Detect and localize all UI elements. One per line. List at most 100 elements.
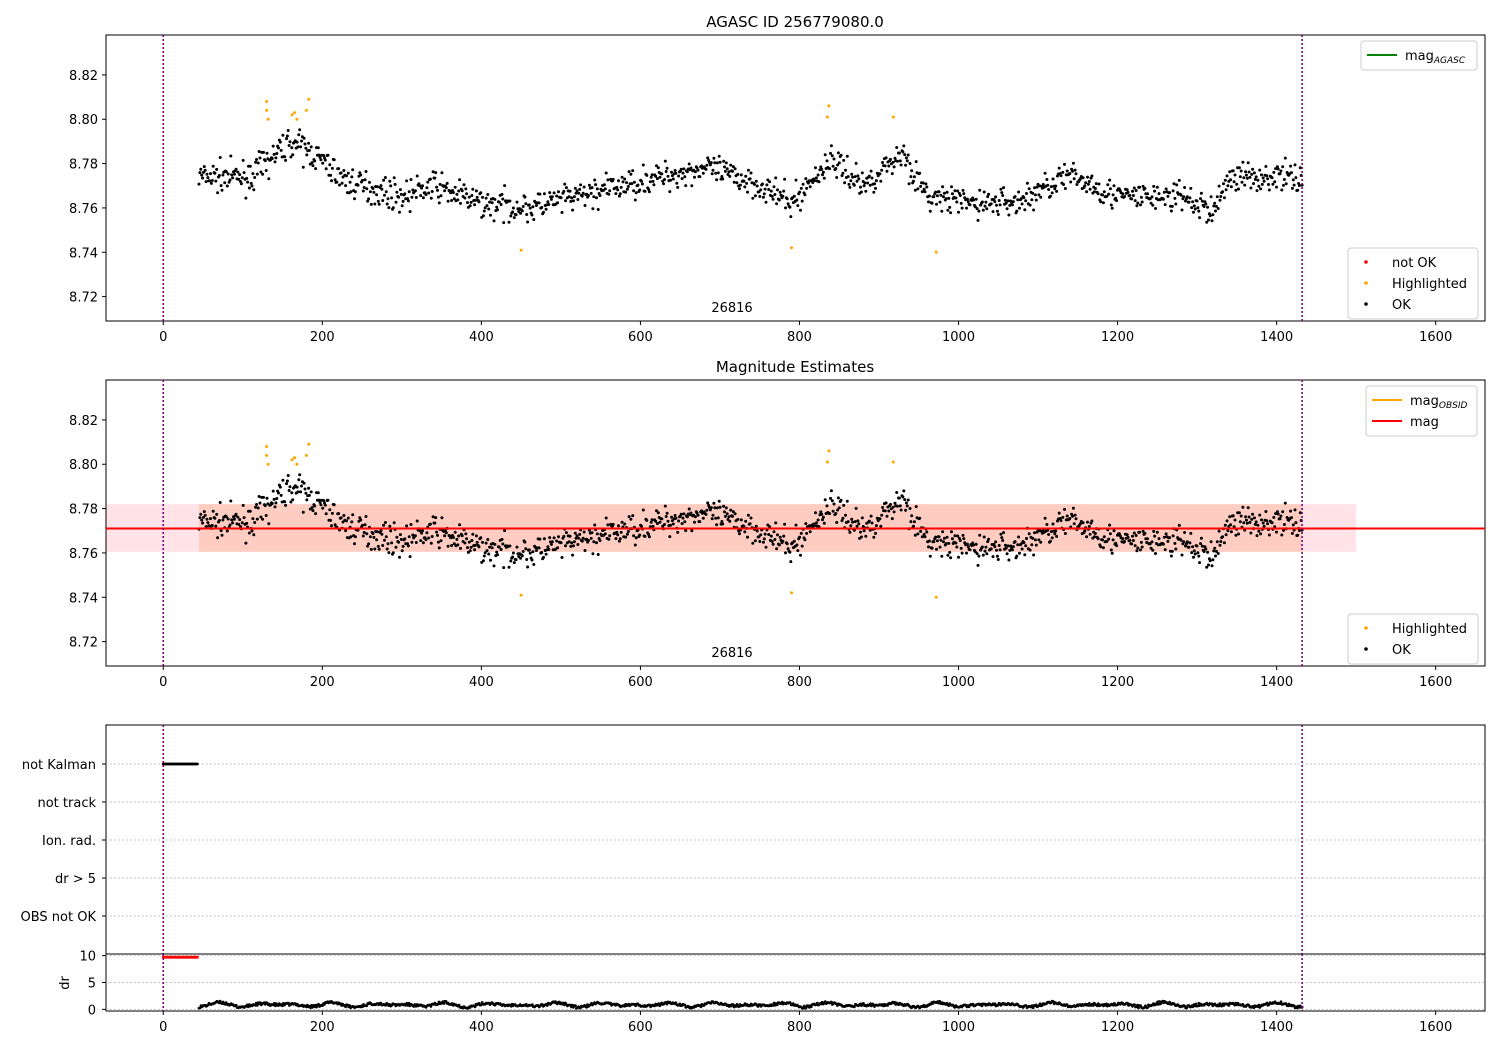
magest-ok-point [296,490,300,494]
agasc-ok-point [424,193,428,197]
agasc-ok-point [1143,186,1147,190]
magest-ok-point [379,529,383,533]
agasc-ok-point [884,156,888,160]
agasc-ok-point [433,176,437,180]
agasc-ok-point [870,176,874,180]
agasc-ok-point [1093,187,1097,190]
magest-ok-point [895,491,899,494]
magest-ok-point [849,524,853,528]
magest-ok-point [537,546,541,550]
agasc-ok-point [372,190,376,194]
agasc-ok-point [385,202,389,206]
magest-ok-point [364,515,368,518]
magest-ok-point [1047,533,1051,536]
magest-ok-point [901,495,905,499]
magest-ok-point [497,545,501,549]
magest-ok-point [569,544,573,548]
magest-y-tick-label: 8.72 [69,636,98,651]
agasc-ok-point [1219,195,1223,198]
agasc-ok-point [1192,204,1196,208]
magest-ok-point [1035,530,1039,534]
dr-point [348,1004,351,1007]
magest-ok-point [1195,544,1199,548]
agasc-ok-point [914,160,918,164]
agasc-ok-point [444,186,448,190]
agasc-ok-point [1081,176,1085,180]
agasc-x-tick-label: 800 [787,330,812,345]
magest-ok-point [453,530,457,534]
magest-ok-point [631,514,635,518]
dr-point [1137,1006,1140,1010]
magest-ok-point [1110,551,1114,555]
agasc-upper-legend-subscript: AGASC [1433,56,1466,66]
agasc-ok-point [849,179,853,183]
magest-ok-point [394,545,398,549]
agasc-ok-point [776,188,779,192]
agasc-ok-point [364,170,368,173]
agasc-ok-point [569,199,573,203]
magest-ok-point [805,531,809,535]
magest-ok-point [391,551,395,555]
magest-ok-point [1180,553,1184,557]
magest-ok-point [938,545,942,549]
agasc-ok-point [869,169,873,173]
agasc-ok-point [528,206,532,210]
magest-ok-point [629,517,633,521]
agasc-ok-point [1151,203,1155,207]
agasc-ok-point [418,184,422,188]
agasc-ok-point [580,194,584,198]
magest-ok-point [250,529,254,533]
agasc-ok-point [965,197,969,201]
agasc-ok-point [1023,208,1027,212]
magest-ok-point [1121,537,1125,541]
agasc-ok-point [252,188,256,192]
agasc-ok-point [995,203,998,207]
agasc-x-tick-label: 1000 [942,330,975,345]
agasc-ok-point [511,210,515,214]
agasc-ok-point [1282,183,1285,187]
magest-ok-point [723,514,727,518]
magest-ok-point [1081,521,1085,525]
magest-ok-point [853,520,857,524]
magest-ok-point [240,521,244,525]
magest-ok-point [373,547,377,551]
magest-ok-point [1065,514,1069,518]
magest-ok-point [1244,515,1248,519]
agasc-ok-point [722,159,726,163]
magest-ok-point [955,545,959,549]
agasc-ok-point [457,189,461,193]
agasc-ok-point [1241,160,1245,164]
agasc-ok-point [681,171,685,175]
agasc-highlighted-point [295,117,299,121]
agasc-ok-point [860,171,864,175]
agasc-y-tick-label: 8.76 [69,202,98,217]
agasc-ok-point [746,168,750,172]
magest-ok-point [489,558,492,562]
agasc-ok-point [305,153,309,157]
agasc-ok-point [270,157,274,160]
magest-ok-point [1139,540,1143,544]
magest-ok-point [965,542,969,546]
magest-ok-point [1011,545,1015,549]
magest-ok-point [930,546,934,550]
agasc-ok-point [264,169,268,172]
magest-ok-point [632,534,636,538]
agasc-ok-point [595,187,599,191]
magest-ok-point [670,515,673,519]
flags-category-label: dr > 5 [55,872,96,887]
agasc-ok-point [632,189,636,193]
dr-point [442,1002,446,1005]
agasc-y-tick-label: 8.72 [69,291,98,306]
magest-ok-point [392,521,396,525]
magest-ok-point [1276,512,1280,516]
magest-ok-point [918,516,922,520]
agasc-ok-point [1102,190,1106,194]
agasc-ok-point [344,184,348,188]
agasc-ok-point [738,183,742,187]
magest-ok-point [658,520,662,524]
magest-ok-point [777,543,781,547]
agasc-ok-point [786,202,790,206]
magest-ok-point [627,515,631,519]
dr-point [993,1002,997,1006]
magest-ok-point [1015,554,1019,558]
